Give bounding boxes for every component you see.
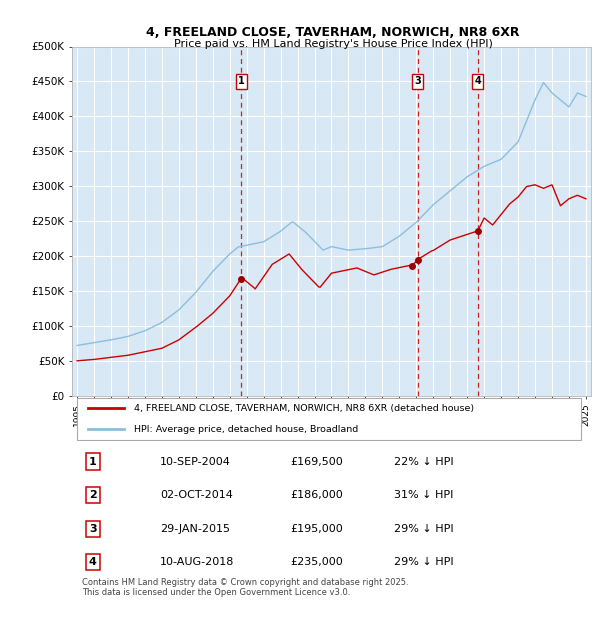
Text: £169,500: £169,500 — [290, 456, 343, 467]
Text: 22% ↓ HPI: 22% ↓ HPI — [394, 456, 454, 467]
Text: 31% ↓ HPI: 31% ↓ HPI — [394, 490, 453, 500]
Text: HPI: Average price, detached house, Broadland: HPI: Average price, detached house, Broa… — [134, 425, 359, 433]
Text: 4: 4 — [89, 557, 97, 567]
Text: 10-SEP-2004: 10-SEP-2004 — [160, 456, 231, 467]
Text: 4, FREELAND CLOSE, TAVERHAM, NORWICH, NR8 6XR (detached house): 4, FREELAND CLOSE, TAVERHAM, NORWICH, NR… — [134, 404, 475, 412]
Text: 10-AUG-2018: 10-AUG-2018 — [160, 557, 235, 567]
FancyBboxPatch shape — [77, 397, 581, 440]
Text: 3: 3 — [89, 524, 97, 534]
Text: 1: 1 — [89, 456, 97, 467]
Text: £235,000: £235,000 — [290, 557, 343, 567]
Text: £195,000: £195,000 — [290, 524, 343, 534]
Text: £186,000: £186,000 — [290, 490, 343, 500]
Text: 4: 4 — [474, 76, 481, 86]
Text: 29% ↓ HPI: 29% ↓ HPI — [394, 524, 454, 534]
Text: 29-JAN-2015: 29-JAN-2015 — [160, 524, 230, 534]
Text: 2: 2 — [89, 490, 97, 500]
Text: 02-OCT-2014: 02-OCT-2014 — [160, 490, 233, 500]
Text: 29% ↓ HPI: 29% ↓ HPI — [394, 557, 454, 567]
Text: 4, FREELAND CLOSE, TAVERHAM, NORWICH, NR8 6XR: 4, FREELAND CLOSE, TAVERHAM, NORWICH, NR… — [146, 26, 520, 39]
Text: 1: 1 — [238, 76, 245, 86]
Text: Contains HM Land Registry data © Crown copyright and database right 2025.
This d: Contains HM Land Registry data © Crown c… — [82, 577, 409, 597]
Text: 3: 3 — [414, 76, 421, 86]
Text: Price paid vs. HM Land Registry's House Price Index (HPI): Price paid vs. HM Land Registry's House … — [173, 39, 493, 49]
